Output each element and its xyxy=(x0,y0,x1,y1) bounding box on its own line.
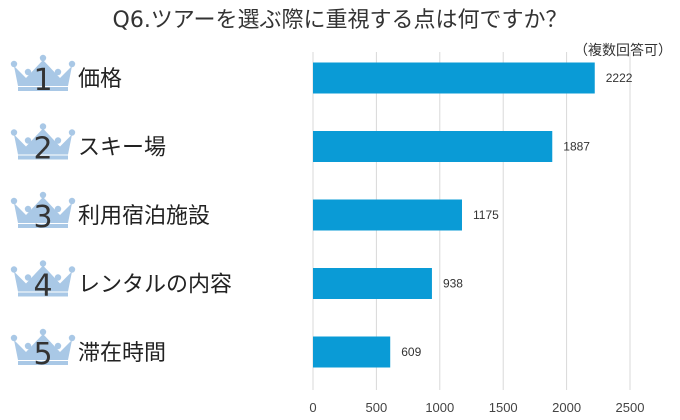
crown-jewel xyxy=(54,205,62,213)
rank-number: 5 xyxy=(33,337,52,372)
bar xyxy=(313,336,391,368)
bar xyxy=(313,62,595,94)
crown-jewel xyxy=(39,328,47,336)
bar xyxy=(313,199,462,231)
ranking-row: 1 価格 2222 xyxy=(10,54,633,98)
value-label: 1175 xyxy=(473,208,499,222)
crown-jewel xyxy=(39,123,47,130)
crown-body xyxy=(14,334,72,360)
crown-base xyxy=(18,155,68,160)
category-label: レンタルの内容 xyxy=(78,273,232,298)
crown-jewel xyxy=(24,68,32,76)
bar xyxy=(313,268,432,299)
x-tick-label: 1500 xyxy=(489,400,518,415)
rank-number: 1 xyxy=(33,63,52,98)
crown-icon xyxy=(10,260,76,297)
crown-jewel xyxy=(68,60,76,68)
value-label: 2222 xyxy=(606,71,633,85)
rank-number: 4 xyxy=(33,269,52,304)
x-tick-label: 1000 xyxy=(425,400,454,415)
crown-jewel xyxy=(10,266,18,273)
crown-jewel xyxy=(10,197,18,205)
crown-jewel xyxy=(10,60,18,68)
crown-base xyxy=(18,224,68,228)
x-tick-label: 500 xyxy=(366,400,388,415)
crown-icon xyxy=(10,191,76,228)
multiple-answers-note: （複数回答可） xyxy=(574,43,672,59)
crown-jewel xyxy=(39,191,47,199)
crown-jewel xyxy=(68,129,76,136)
crown-jewel xyxy=(68,266,76,273)
crown-jewel xyxy=(39,54,47,62)
category-label: 利用宿泊施設 xyxy=(78,204,210,229)
crown-icon xyxy=(10,123,76,160)
crown-body xyxy=(14,197,72,223)
x-tick-label: 2500 xyxy=(616,400,645,415)
crown-jewel xyxy=(68,197,76,205)
crown-jewel xyxy=(54,137,62,144)
crown-jewel xyxy=(10,129,18,136)
x-tick-labels: 0 500 1000 1500 2000 2500 xyxy=(309,400,644,415)
rank-number: 2 xyxy=(33,132,52,167)
crown-jewel xyxy=(54,68,62,76)
crown-jewel xyxy=(24,274,32,281)
ranking-row: 3 利用宿泊施設 1175 xyxy=(10,191,499,235)
crown-jewel xyxy=(10,334,18,342)
bar xyxy=(313,131,553,162)
crown-base xyxy=(18,87,68,91)
value-label: 1887 xyxy=(563,140,590,154)
category-label: 価格 xyxy=(78,67,122,92)
crown-base xyxy=(18,292,68,297)
crown-body xyxy=(14,60,72,86)
ranking-row: 4 レンタルの内容 938 xyxy=(10,260,463,304)
ranking-row: 5 滞在時間 609 xyxy=(10,328,422,372)
ranking-row: 2 スキー場 1887 xyxy=(10,123,590,167)
category-label: スキー場 xyxy=(78,136,166,161)
crown-base xyxy=(18,361,68,365)
crown-jewel xyxy=(24,342,32,350)
crown-jewel xyxy=(54,274,62,281)
x-tick-label: 2000 xyxy=(552,400,581,415)
crown-body xyxy=(14,128,72,155)
crown-icon xyxy=(10,54,76,91)
chart-title: Q6.ツアーを選ぶ際に重視する点は何ですか？ xyxy=(112,8,568,33)
crown-body xyxy=(14,265,72,292)
crown-jewel xyxy=(68,334,76,342)
value-label: 938 xyxy=(443,277,463,291)
crown-jewel xyxy=(39,260,47,267)
value-label: 609 xyxy=(401,345,421,359)
crown-jewel xyxy=(54,342,62,350)
crown-jewel xyxy=(24,205,32,213)
x-tick-label: 0 xyxy=(309,400,316,415)
crown-jewel xyxy=(24,137,32,144)
category-label: 滞在時間 xyxy=(78,341,166,366)
crown-icon xyxy=(10,328,76,365)
rank-number: 3 xyxy=(33,200,52,235)
